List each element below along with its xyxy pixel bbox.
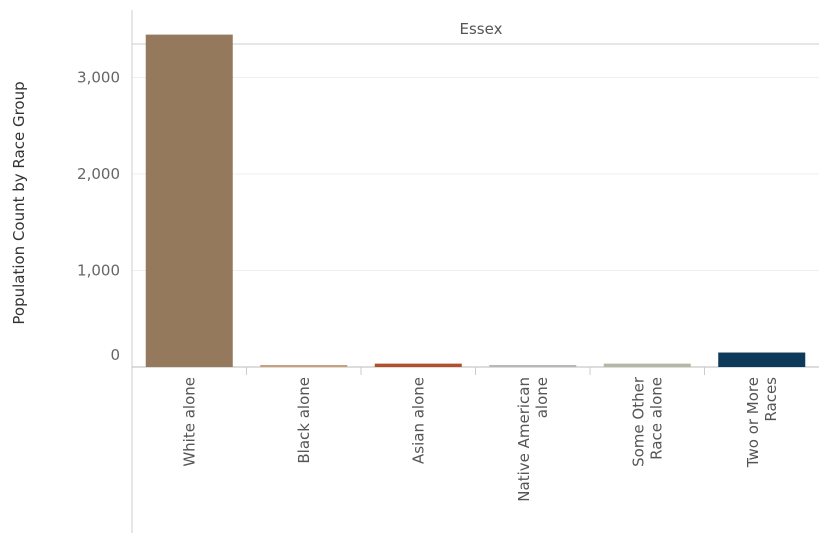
- category-label: Native American: [515, 377, 533, 502]
- category-label: Races: [762, 377, 780, 422]
- category-labels: White alone Black alone Asian alone Native …: [180, 367, 780, 502]
- category-label: Race alone: [647, 377, 665, 460]
- category-label: alone: [533, 377, 551, 418]
- y-tick-labels: 0 1,000 2,000 3,000: [77, 69, 120, 364]
- y-tick-label: 0: [110, 346, 120, 364]
- y-tick-label: 2,000: [77, 165, 120, 183]
- bar: [374, 363, 462, 367]
- bar: [489, 365, 577, 367]
- category-label: Some Other: [629, 376, 647, 467]
- category-label: Asian alone: [409, 377, 427, 464]
- axes: [131, 10, 819, 533]
- bar: [718, 352, 806, 367]
- bar: [260, 365, 348, 367]
- bar: [603, 363, 691, 367]
- panel-title: Essex: [460, 20, 503, 38]
- category-label: White alone: [180, 377, 198, 467]
- bar: [145, 34, 233, 367]
- category-label: Black alone: [295, 377, 313, 464]
- bars: [145, 34, 806, 367]
- category-label: Two or More: [744, 377, 762, 468]
- y-tick-label: 1,000: [77, 262, 120, 280]
- y-tick-label: 3,000: [77, 69, 120, 87]
- y-axis-title: Population Count by Race Group: [10, 81, 28, 324]
- gridlines: [132, 77, 819, 272]
